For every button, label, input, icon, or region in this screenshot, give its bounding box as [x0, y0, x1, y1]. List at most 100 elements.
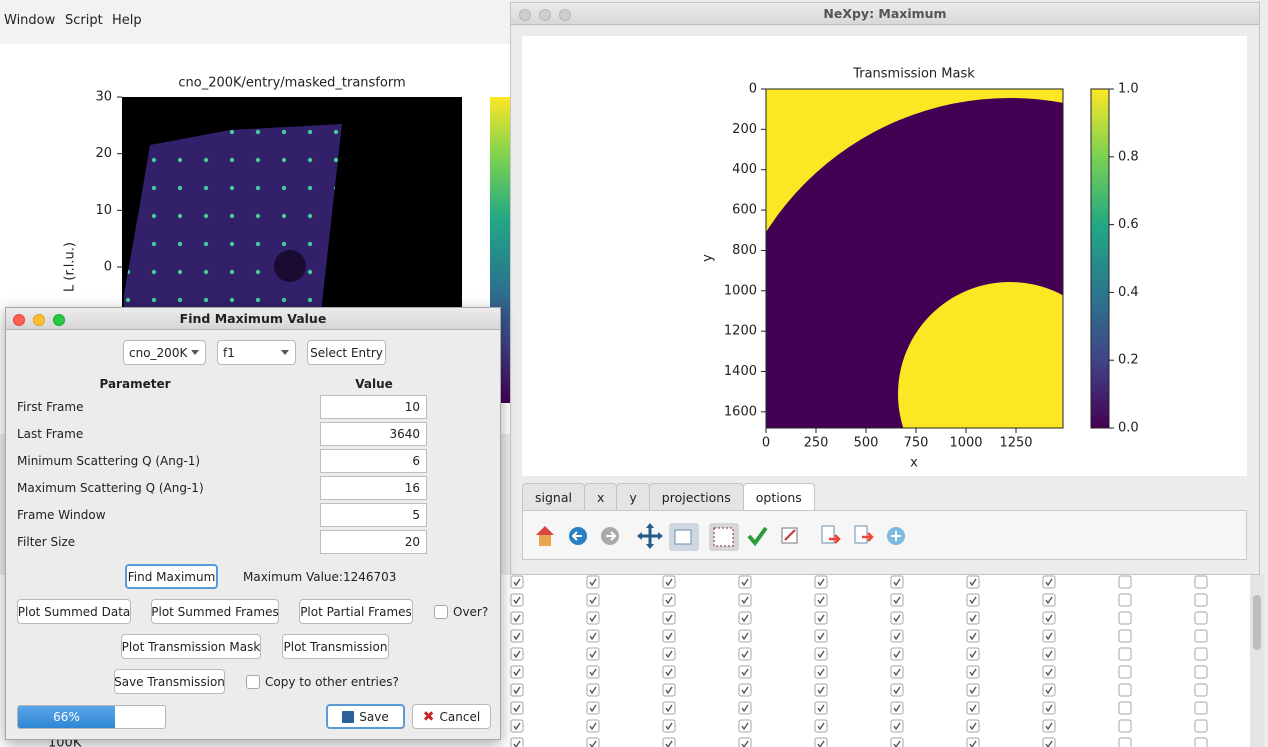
tab[interactable]: signal: [522, 483, 585, 510]
minimize-button[interactable]: [33, 314, 45, 326]
aspect-icon[interactable]: [709, 523, 739, 551]
table-checkbox[interactable]: [510, 593, 524, 607]
table-checkbox[interactable]: [966, 701, 980, 715]
table-checkbox[interactable]: [586, 701, 600, 715]
table-checkbox[interactable]: [1118, 611, 1132, 625]
table-checkbox[interactable]: [510, 665, 524, 679]
table-checkbox[interactable]: [1118, 575, 1132, 589]
table-checkbox[interactable]: [586, 647, 600, 661]
table-checkbox[interactable]: [1118, 629, 1132, 643]
table-checkbox[interactable]: [966, 647, 980, 661]
table-checkbox[interactable]: [510, 647, 524, 661]
table-checkbox[interactable]: [738, 683, 752, 697]
table-checkbox[interactable]: [662, 665, 676, 679]
zoom-button[interactable]: [559, 9, 571, 21]
parameter-input[interactable]: 6: [320, 449, 427, 473]
table-checkbox[interactable]: [738, 575, 752, 589]
button[interactable]: Plot Summed Frames: [151, 599, 279, 624]
table-checkbox[interactable]: [966, 719, 980, 733]
table-checkbox[interactable]: [1118, 683, 1132, 697]
table-checkbox[interactable]: [586, 629, 600, 643]
parameter-input[interactable]: 3640: [320, 422, 427, 446]
pan-icon[interactable]: [637, 523, 663, 549]
table-checkbox[interactable]: [510, 701, 524, 715]
add-icon[interactable]: [887, 527, 905, 545]
table-checkbox[interactable]: [662, 611, 676, 625]
table-checkbox[interactable]: [1194, 665, 1208, 679]
table-checkbox[interactable]: [1042, 593, 1056, 607]
parameter-input[interactable]: 10: [320, 395, 427, 419]
export-icon[interactable]: [821, 525, 841, 544]
table-checkbox[interactable]: [1042, 719, 1056, 733]
table-checkbox[interactable]: [662, 719, 676, 733]
menu-item[interactable]: Help: [112, 13, 142, 28]
table-checkbox[interactable]: [814, 647, 828, 661]
tab[interactable]: y: [616, 483, 650, 510]
table-checkbox[interactable]: [966, 611, 980, 625]
table-checkbox[interactable]: [1194, 701, 1208, 715]
table-checkbox[interactable]: [1118, 665, 1132, 679]
table-checkbox[interactable]: [890, 629, 904, 643]
button[interactable]: Select Entry: [307, 340, 386, 365]
close-button[interactable]: [13, 314, 25, 326]
menu-item[interactable]: Script: [65, 13, 103, 28]
table-checkbox[interactable]: [814, 701, 828, 715]
table-checkbox[interactable]: [1194, 647, 1208, 661]
table-checkbox[interactable]: [586, 611, 600, 625]
table-checkbox[interactable]: [662, 701, 676, 715]
table-checkbox[interactable]: [1194, 593, 1208, 607]
table-checkbox[interactable]: [586, 665, 600, 679]
table-checkbox[interactable]: [1194, 575, 1208, 589]
table-checkbox[interactable]: [1118, 647, 1132, 661]
table-checkbox[interactable]: [814, 683, 828, 697]
table-checkbox[interactable]: [890, 575, 904, 589]
tab[interactable]: x: [583, 483, 618, 510]
table-checkbox[interactable]: [966, 665, 980, 679]
table-checkbox[interactable]: [1118, 593, 1132, 607]
table-checkbox[interactable]: [738, 701, 752, 715]
table-checkbox[interactable]: [738, 593, 752, 607]
parameter-input[interactable]: 5: [320, 503, 427, 527]
table-checkbox[interactable]: [662, 593, 676, 607]
parameter-input[interactable]: 20: [320, 530, 427, 554]
table-checkbox[interactable]: [1118, 701, 1132, 715]
table-checkbox[interactable]: [890, 593, 904, 607]
button[interactable]: Plot Summed Data: [17, 599, 131, 624]
save-button[interactable]: Save: [326, 704, 405, 729]
table-checkbox[interactable]: [586, 719, 600, 733]
table-checkbox[interactable]: [1194, 719, 1208, 733]
table-checkbox[interactable]: [586, 575, 600, 589]
table-checkbox[interactable]: [1194, 611, 1208, 625]
table-checkbox[interactable]: [1042, 701, 1056, 715]
table-checkbox[interactable]: [510, 611, 524, 625]
cancel-button[interactable]: ✖ Cancel: [412, 704, 491, 729]
zoom-button[interactable]: [53, 314, 65, 326]
button[interactable]: Find Maximum: [125, 564, 218, 589]
table-checkbox[interactable]: [738, 665, 752, 679]
table-checkbox[interactable]: [1042, 629, 1056, 643]
table-checkbox[interactable]: [814, 629, 828, 643]
combo-box[interactable]: cno_200K: [123, 340, 206, 365]
checkbox[interactable]: [434, 605, 448, 619]
save-icon[interactable]: [854, 525, 874, 544]
table-checkbox[interactable]: [662, 629, 676, 643]
table-checkbox[interactable]: [966, 683, 980, 697]
table-checkbox[interactable]: [510, 683, 524, 697]
button[interactable]: Plot Transmission: [282, 634, 389, 659]
button[interactable]: Plot Transmission Mask: [121, 634, 261, 659]
check-icon[interactable]: [747, 526, 768, 547]
button[interactable]: Plot Partial Frames: [299, 599, 413, 624]
table-checkbox[interactable]: [890, 719, 904, 733]
button[interactable]: Save Transmission: [114, 669, 225, 694]
tab[interactable]: options: [742, 483, 815, 510]
table-checkbox[interactable]: [1194, 683, 1208, 697]
table-checkbox[interactable]: [662, 647, 676, 661]
table-checkbox[interactable]: [814, 611, 828, 625]
table-checkbox[interactable]: [890, 701, 904, 715]
table-checkbox[interactable]: [814, 593, 828, 607]
parameter-input[interactable]: 16: [320, 476, 427, 500]
table-checkbox[interactable]: [738, 611, 752, 625]
table-checkbox[interactable]: [586, 593, 600, 607]
table-checkbox[interactable]: [510, 719, 524, 733]
checkbox[interactable]: [246, 675, 260, 689]
